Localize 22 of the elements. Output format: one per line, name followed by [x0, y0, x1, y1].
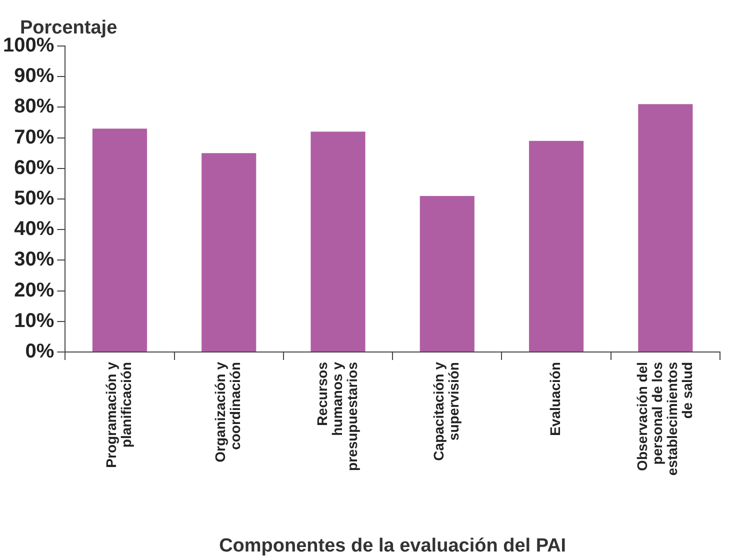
- x-tick-label: Observación del personal de los establecimientos de salud: [634, 362, 695, 476]
- y-tick-label: 80%: [14, 96, 54, 118]
- y-tick-label: 60%: [14, 156, 54, 179]
- y-tick-label: 0%: [25, 340, 54, 363]
- bar: [638, 104, 693, 352]
- x-tick-label: Evaluación: [547, 362, 564, 436]
- x-axis-title: Componentes de la evaluación del PAI: [219, 536, 566, 557]
- y-tick-label: 40%: [14, 218, 54, 240]
- bar: [310, 132, 366, 352]
- bar: [529, 140, 584, 352]
- x-tick-label: Organización y coordinación: [212, 362, 244, 462]
- y-tick-label: 20%: [14, 279, 54, 302]
- y-tick-label: 50%: [14, 188, 54, 210]
- y-tick-label: 10%: [14, 310, 54, 332]
- x-tick-label: Programación y planificación: [103, 362, 134, 468]
- y-tick-label: 70%: [14, 126, 54, 148]
- bar: [92, 128, 148, 352]
- x-tick-label: Capacitación y supervisión: [430, 362, 462, 461]
- y-tick-label: 30%: [14, 248, 54, 271]
- bar: [202, 153, 256, 352]
- bar: [420, 196, 474, 352]
- y-tick-label: 90%: [14, 65, 54, 88]
